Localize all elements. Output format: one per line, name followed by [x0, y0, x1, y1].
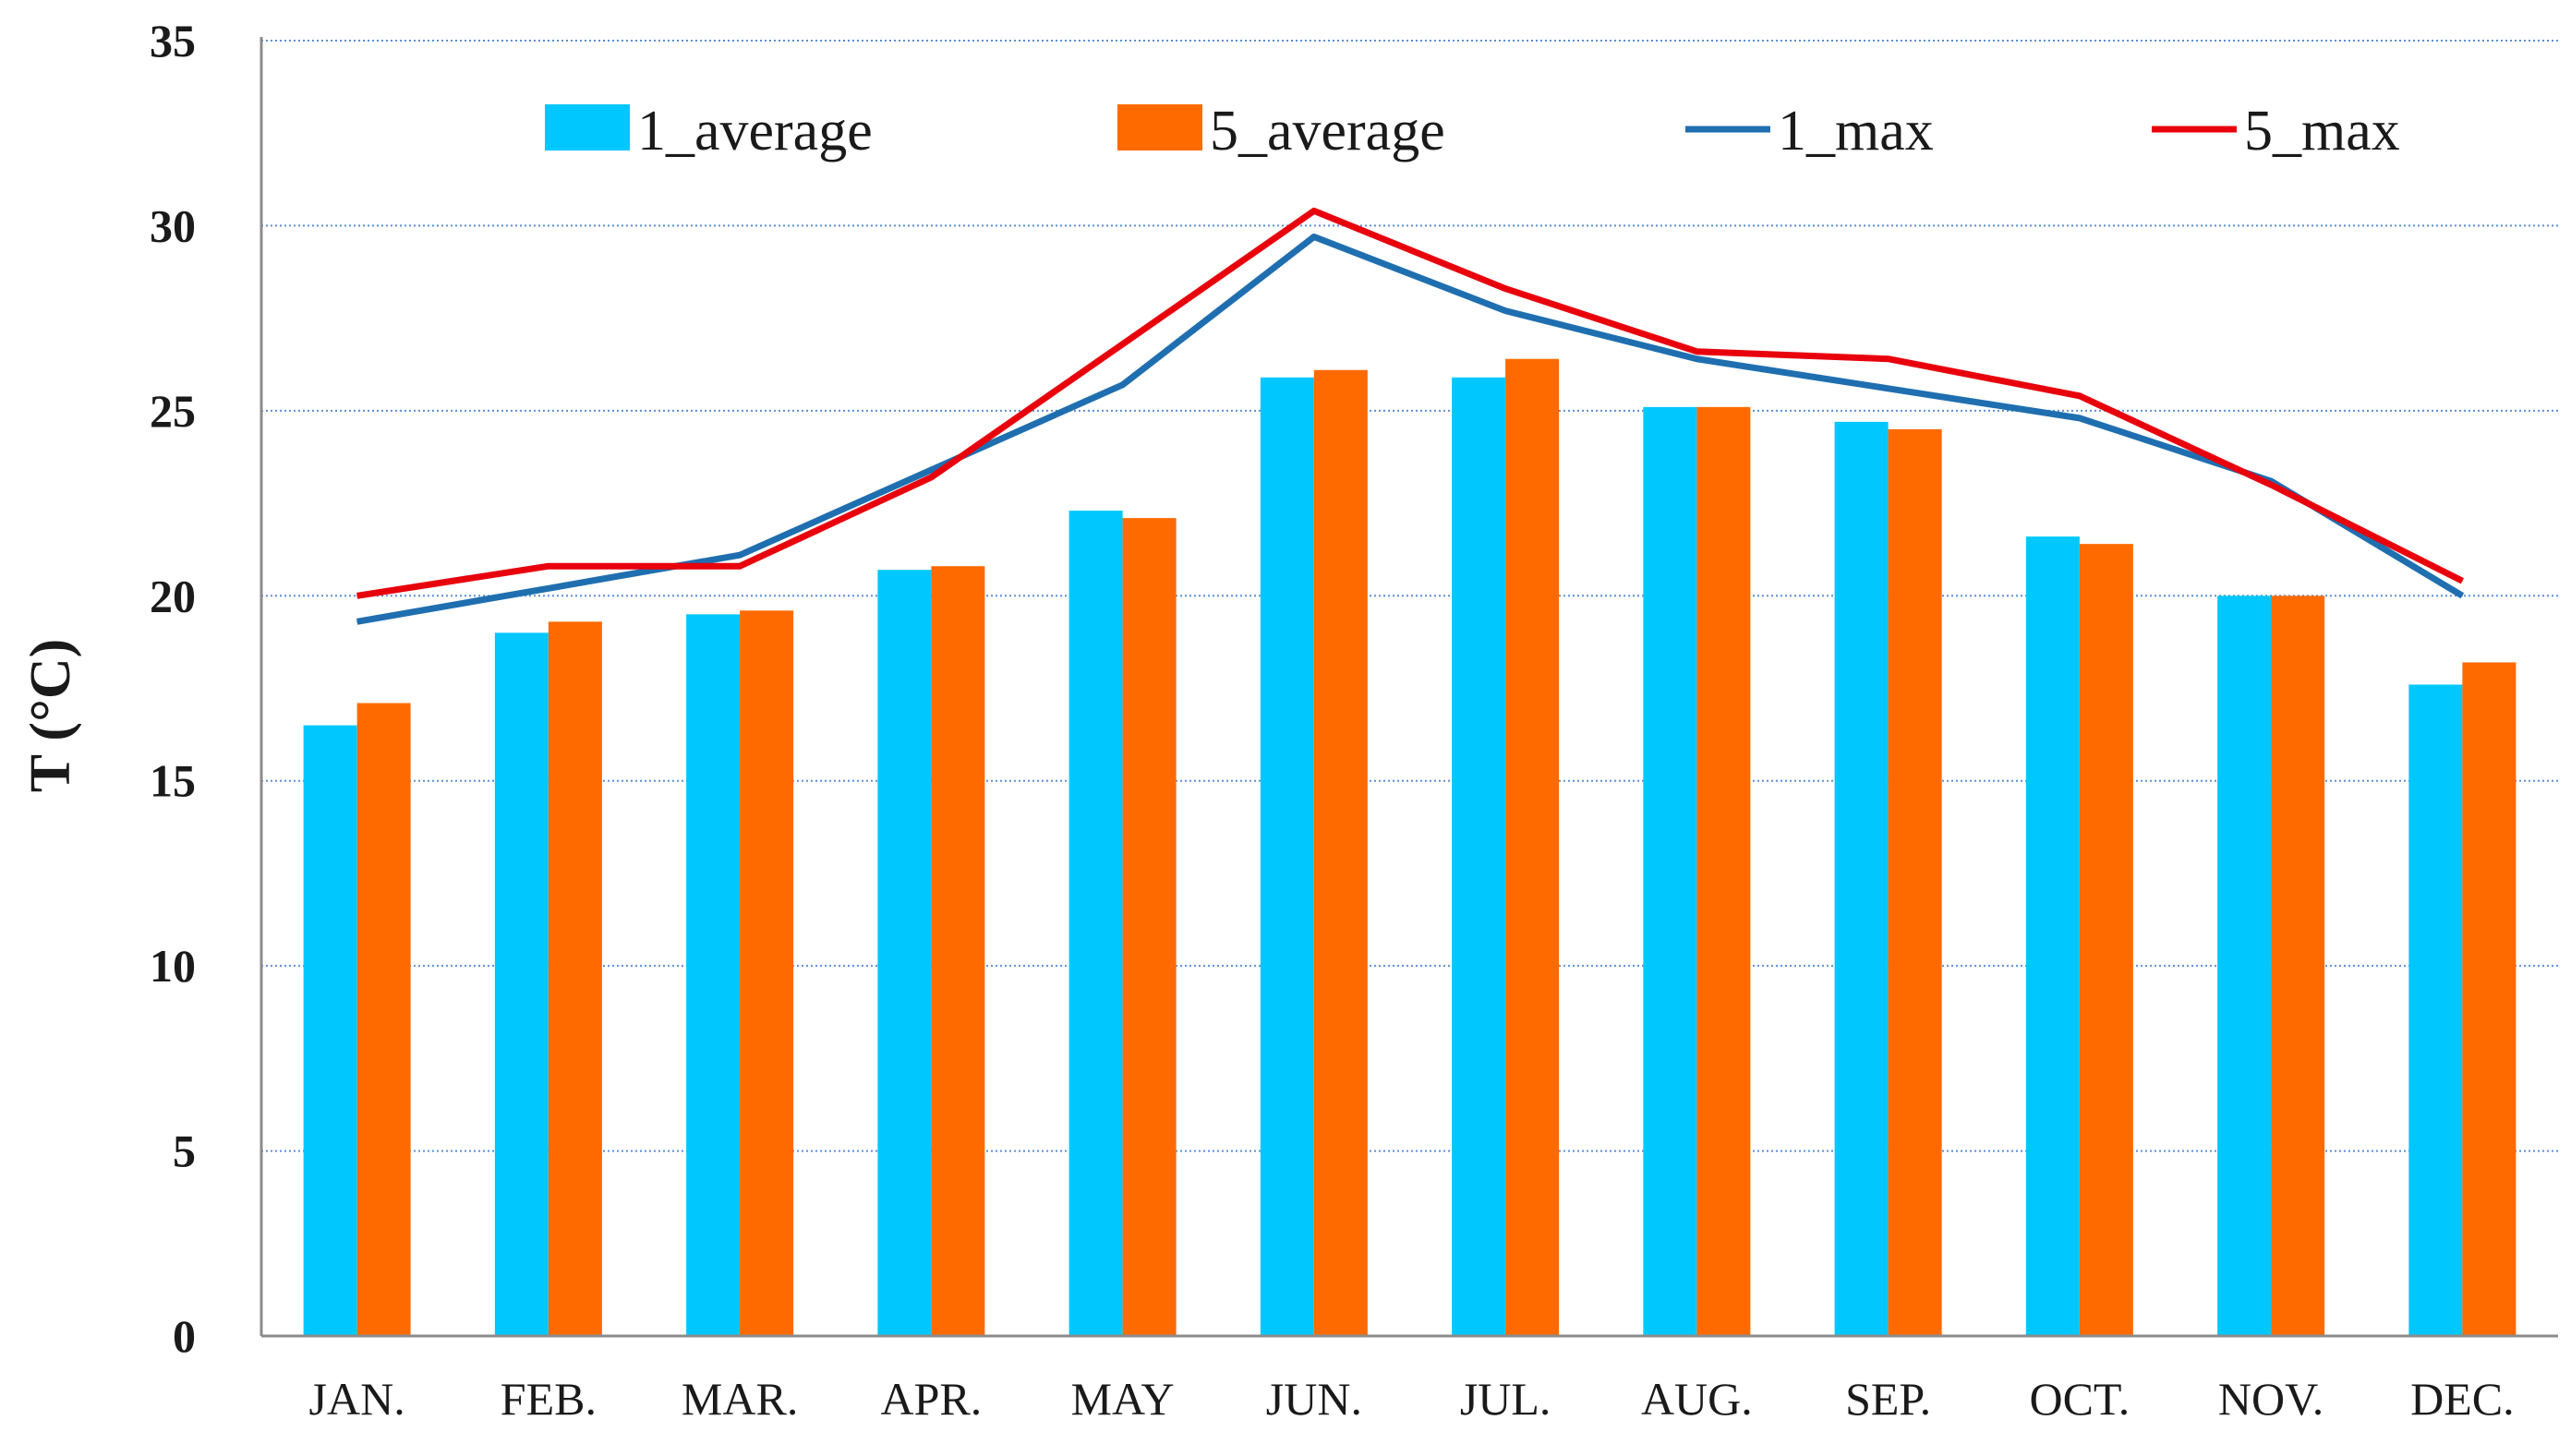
point-5_max-2 [548, 565, 549, 567]
axes [260, 37, 2558, 1338]
lines [356, 207, 2465, 625]
y-tick-label: 35 [150, 15, 196, 66]
bars [303, 358, 2517, 1337]
line-5_max [356, 207, 2464, 599]
point-5_max-9 [1888, 358, 1889, 360]
bar-5_average-6 [1313, 369, 1368, 1337]
y-tick-label: 15 [150, 755, 196, 807]
x-tick-label: FEB. [501, 1373, 597, 1425]
point-1_max-6 [1313, 235, 1315, 237]
y-tick-label: 5 [173, 1125, 196, 1177]
x-tick-label: SEP. [1845, 1373, 1931, 1425]
x-tick-label: APR. [880, 1373, 982, 1425]
legend-label-1_average: 1_average [637, 100, 873, 162]
bar-1_average-3 [686, 614, 741, 1336]
bar-5_average-2 [548, 621, 602, 1336]
bar-5_average-1 [356, 703, 411, 1336]
bar-5_average-4 [931, 566, 985, 1336]
point-5_max-12 [2461, 580, 2463, 582]
bar-5_average-3 [740, 610, 794, 1336]
x-tick-label: OCT. [2029, 1373, 2130, 1425]
bar-5_average-11 [2271, 596, 2325, 1336]
x-tick-label: DEC. [2410, 1373, 2515, 1425]
bar-1_average-8 [1643, 406, 1697, 1336]
bar-1_average-1 [303, 725, 357, 1336]
y-tick-label: 10 [150, 940, 196, 992]
bar-5_average-10 [2079, 544, 2133, 1336]
bar-5_average-5 [1122, 518, 1177, 1336]
bar-5_average-8 [1696, 406, 1751, 1336]
point-5_max-4 [930, 476, 932, 478]
bar-1_average-9 [1834, 421, 1889, 1337]
y-axis-title: T (°C) [19, 639, 82, 793]
x-tick-label: JUL. [1460, 1373, 1551, 1425]
x-tick-label: MAR. [682, 1373, 798, 1425]
point-1_max-7 [1504, 310, 1506, 312]
point-1_max-8 [1696, 358, 1697, 360]
bar-1_average-7 [1452, 377, 1506, 1336]
legend-label-1_max: 1_max [1778, 100, 1934, 162]
bar-5_average-12 [2462, 662, 2517, 1336]
point-5_max-10 [2079, 395, 2081, 397]
x-tick-label: JAN. [309, 1373, 405, 1425]
point-5_max-11 [2270, 484, 2272, 486]
x-tick-label: MAY [1071, 1373, 1175, 1425]
bar-1_average-2 [494, 632, 549, 1336]
x-tick-label: JUN. [1266, 1373, 1362, 1425]
legend-swatch-5_average [1117, 104, 1202, 150]
bar-1_average-11 [2217, 596, 2272, 1336]
legend-label-5_max: 5_max [2244, 100, 2400, 162]
legend-swatch-1_average [545, 104, 630, 150]
bar-5_average-7 [1505, 358, 1560, 1336]
x-tick-label: NOV. [2218, 1373, 2324, 1425]
y-tick-label: 30 [150, 199, 196, 251]
y-tick-label: 0 [173, 1310, 196, 1362]
point-1_max-3 [739, 554, 741, 556]
point-1_max-1 [356, 620, 358, 622]
point-5_max-3 [739, 565, 741, 567]
axis-labels: 0 5 10 15 20 25 30 35 JAN. FEB. MAR. APR. MAY JUN. JUL… [19, 15, 2515, 1425]
line-1_max [356, 233, 2465, 625]
point-1_max-10 [2079, 417, 2081, 419]
legend-label-5_average: 5_average [1210, 100, 1445, 162]
y-tick-label: 25 [150, 385, 196, 437]
bar-1_average-10 [2025, 536, 2080, 1336]
bar-1_average-6 [1260, 377, 1314, 1336]
bar-5_average-9 [1888, 428, 1942, 1336]
point-1_max-2 [548, 587, 549, 589]
y-tick-label: 20 [150, 570, 196, 621]
point-5_max-8 [1696, 351, 1697, 353]
point-5_max-5 [1122, 343, 1124, 345]
bar-1_average-4 [877, 570, 932, 1336]
point-1_max-5 [1122, 384, 1124, 386]
point-1_max-9 [1888, 388, 1889, 390]
x-tick-label: AUG. [1641, 1373, 1753, 1425]
bar-1_average-12 [2408, 684, 2463, 1336]
point-5_max-7 [1504, 288, 1506, 290]
bar-1_average-5 [1068, 511, 1123, 1336]
legend: 1_average 5_average 1_max 5_max [545, 100, 2400, 162]
point-1_max-4 [930, 469, 932, 471]
gridlines [261, 40, 2558, 1152]
